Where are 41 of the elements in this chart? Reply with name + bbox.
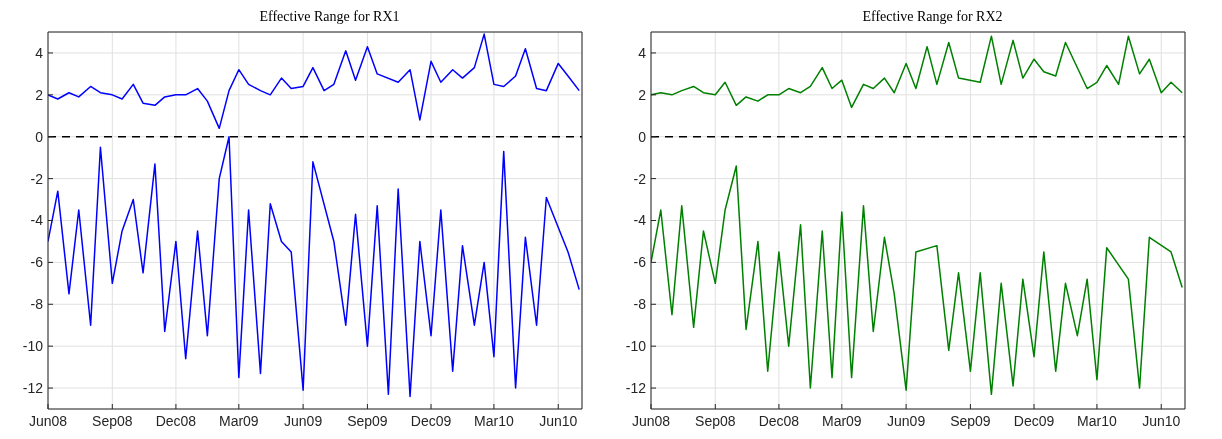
y-tick-label: 4	[35, 44, 44, 61]
x-tick-label: Sep08	[92, 412, 133, 429]
x-tick-label: Jun09	[887, 412, 926, 429]
x-tick-label: Mar09	[218, 412, 259, 429]
x-tick-label: Jun08	[631, 412, 671, 429]
y-tick-label: -10	[22, 338, 44, 355]
chart-title: Effective Range for RX1	[258, 8, 401, 26]
y-tick-label: 4	[638, 44, 647, 61]
x-tick-label: Mar09	[821, 412, 862, 429]
x-tick-label: Jun10	[539, 412, 578, 429]
x-tick-label: Jun10	[1142, 412, 1181, 429]
y-tick-label: 2	[638, 86, 647, 103]
y-tick-label: -12	[22, 380, 44, 397]
x-tick-label: Dec08	[155, 412, 197, 429]
y-tick-label: -2	[30, 170, 44, 187]
y-tick-label: 0	[35, 128, 44, 145]
line-series	[651, 165, 1183, 396]
y-tick-label: 2	[35, 86, 44, 103]
x-tick-label: Sep08	[695, 412, 736, 429]
y-tick-label: -10	[625, 338, 647, 355]
y-tick-label: -8	[30, 296, 44, 313]
y-tick-label: -8	[633, 296, 647, 313]
x-tick-label: Dec09	[410, 412, 452, 429]
x-tick-label: Jun08	[28, 412, 68, 429]
x-tick-label: Jun09	[284, 412, 323, 429]
line-series	[651, 35, 1183, 109]
y-tick-label: 0	[638, 128, 647, 145]
x-tick-label: Mar10	[474, 412, 514, 429]
y-tick-label: -2	[633, 170, 647, 187]
line-series	[48, 135, 580, 398]
y-tick-label: -4	[30, 212, 44, 229]
x-tick-label: Dec09	[1013, 412, 1055, 429]
x-tick-label: Sep09	[950, 412, 991, 429]
y-tick-label: -6	[633, 254, 647, 271]
x-tick-label: Sep09	[347, 412, 388, 429]
y-tick-label: -4	[633, 212, 647, 229]
chart-title: Effective Range for RX2	[861, 8, 1004, 26]
x-tick-label: Mar10	[1077, 412, 1117, 429]
x-tick-label: Dec08	[758, 412, 800, 429]
y-tick-label: -12	[625, 380, 647, 397]
y-tick-label: -6	[30, 254, 44, 271]
